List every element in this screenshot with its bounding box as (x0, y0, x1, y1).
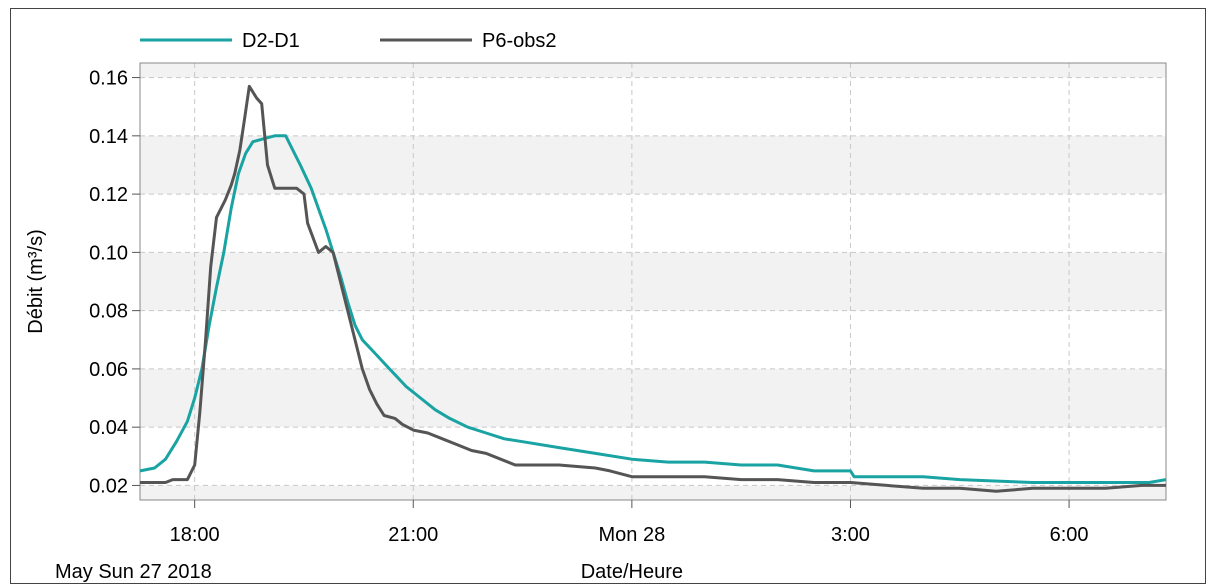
y-tick-label: 0.02 (89, 475, 128, 497)
legend-label: D2-D1 (242, 30, 300, 52)
x-axis-title: Date/Heure (581, 561, 683, 583)
plot-band (140, 252, 1166, 311)
plot-band (140, 135, 1166, 195)
x-tick-label: 18:00 (170, 524, 220, 546)
y-tick-label: 0.06 (89, 359, 128, 381)
x-tick-label: 6:00 (1050, 524, 1089, 546)
plot-band (140, 63, 1166, 78)
y-axis-title: Débit (m³/s) (25, 229, 47, 333)
series-line-p6-obs2 (140, 84, 1166, 493)
legend-label: P6-obs2 (482, 30, 557, 52)
y-tick-label: 0.04 (89, 417, 128, 439)
plot-band (140, 485, 1166, 500)
plot-band (140, 368, 1166, 428)
y-tick-label: 0.08 (89, 301, 128, 323)
y-tick-label: 0.14 (89, 126, 128, 148)
plot-border (139, 62, 1167, 501)
date-label: May Sun 27 2018 (55, 561, 212, 583)
y-tick-label: 0.10 (89, 242, 128, 264)
series-line-d2-d1 (139, 134, 1167, 484)
x-tick-label: 21:00 (388, 524, 438, 546)
x-tick-label: 3:00 (831, 524, 870, 546)
x-tick-label: Mon 28 (599, 524, 666, 546)
y-tick-label: 0.16 (89, 68, 128, 90)
y-tick-label: 0.12 (89, 184, 128, 206)
